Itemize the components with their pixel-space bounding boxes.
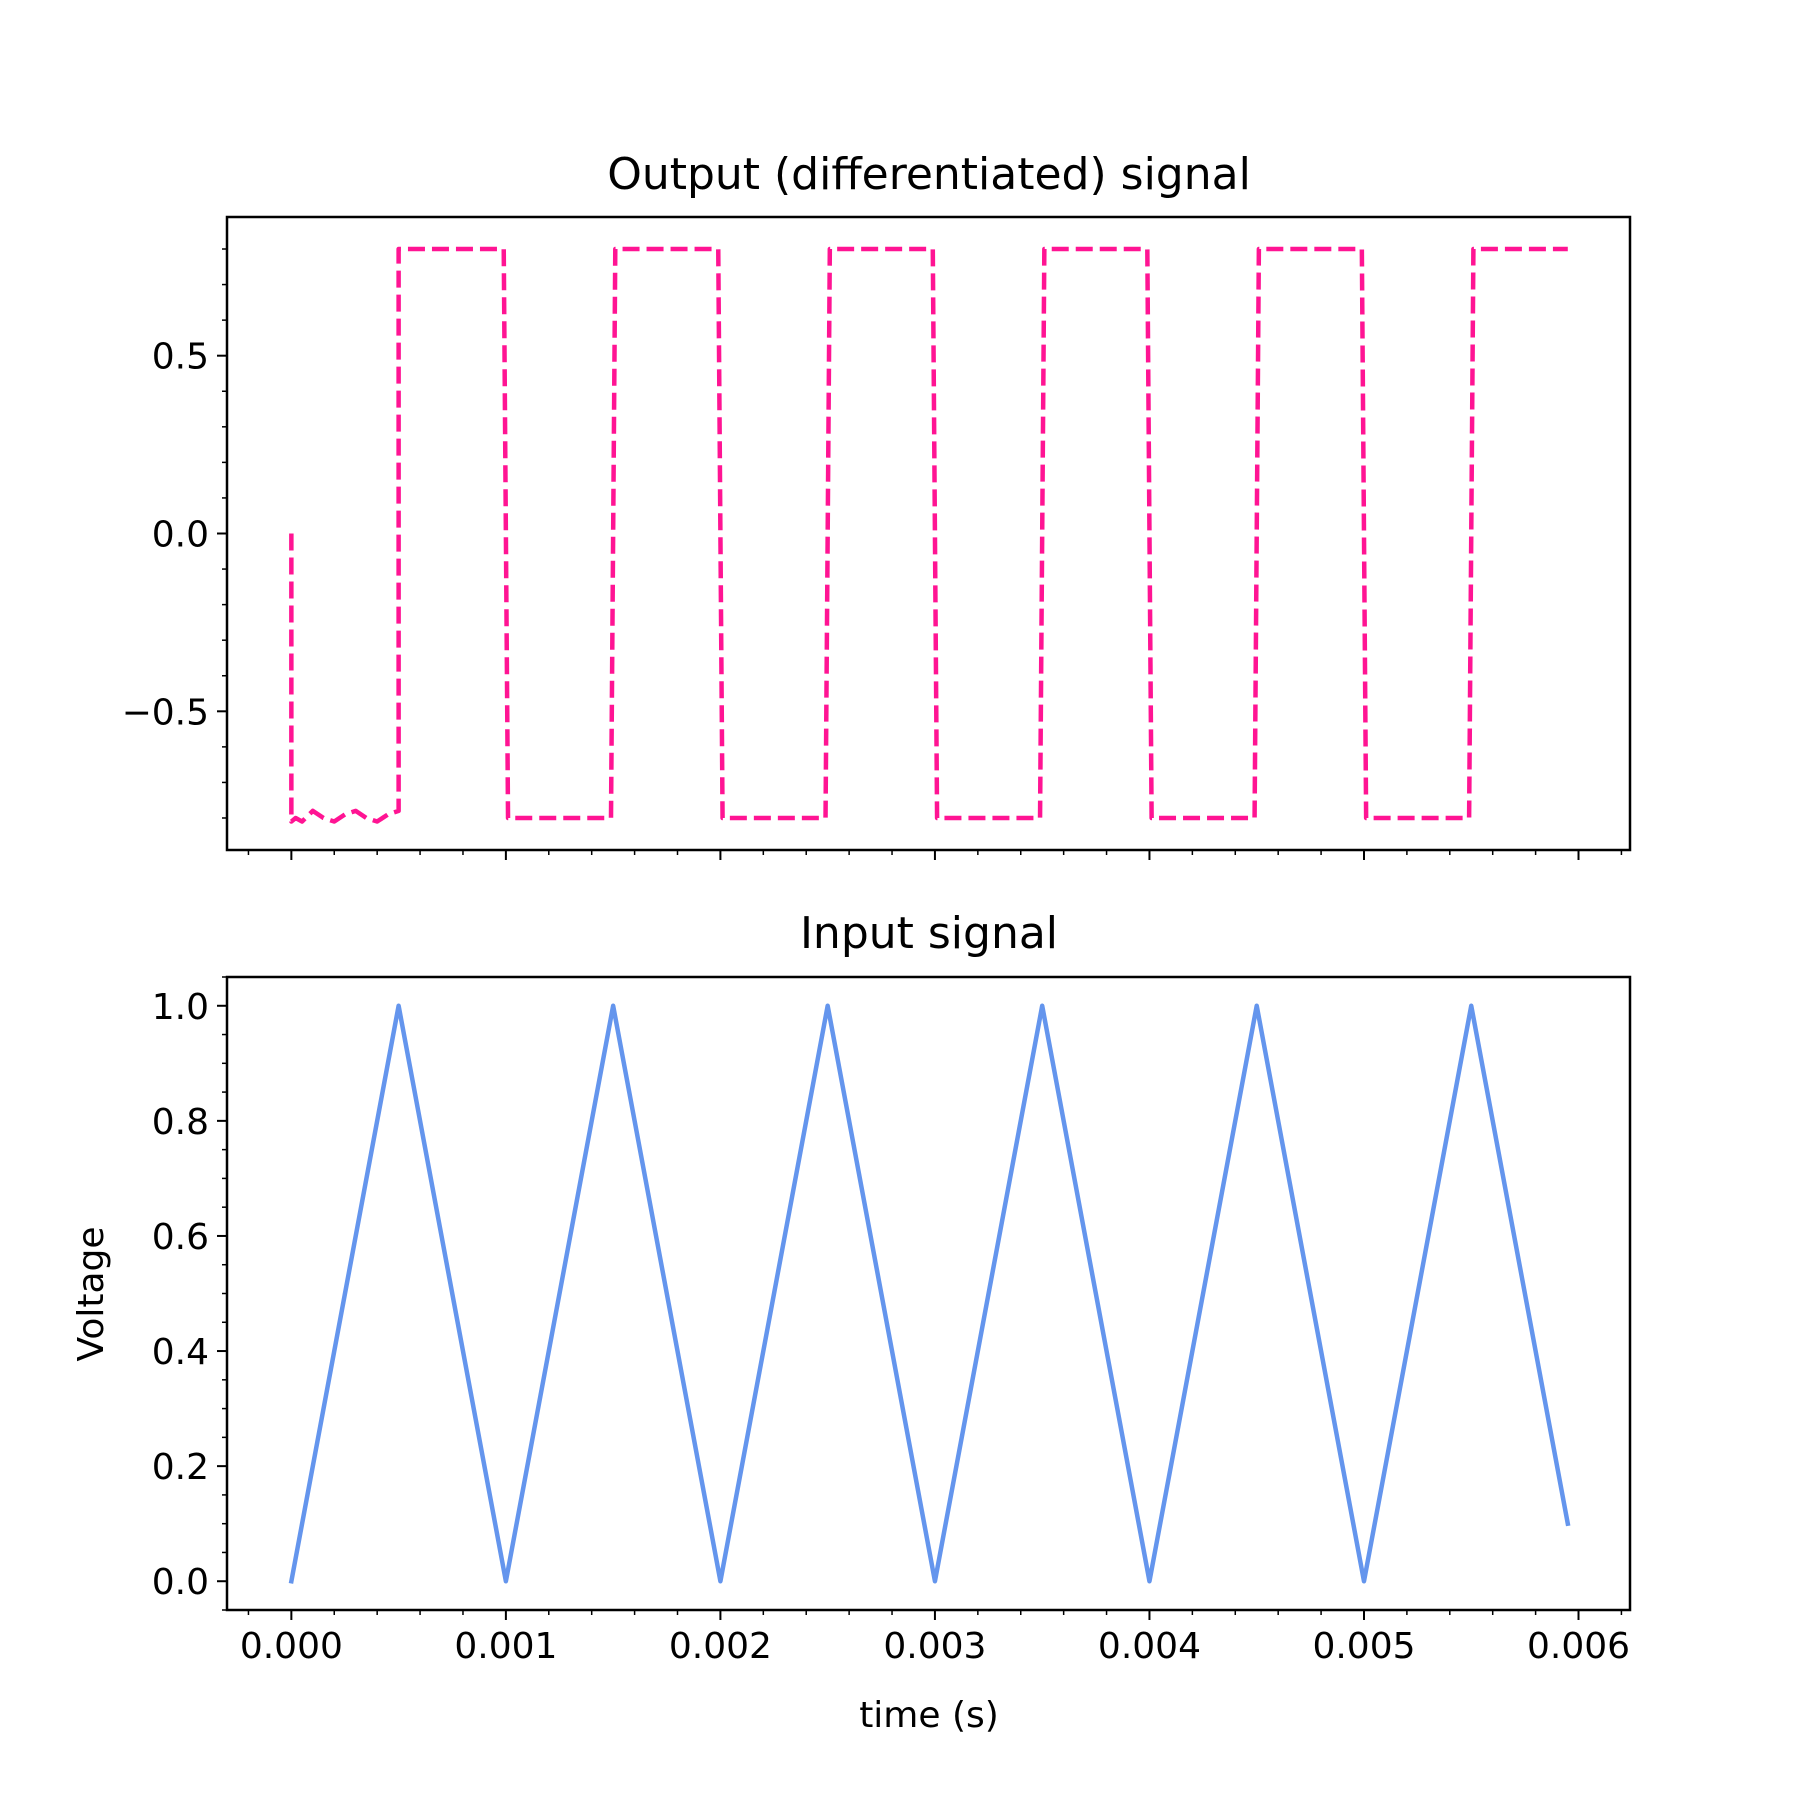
input-signal-series-line-0 (288, 1003, 1571, 1584)
output-signal-y-tick-label: −0.5 (122, 692, 209, 733)
output-signal-axes: Output (differentiated) signal 0.5 0.0 −0.… (122, 149, 1632, 860)
output-signal-marks: 0.5 0.0 −0.5 (122, 246, 1623, 860)
x-axis-label: time (s) (859, 1695, 999, 1736)
input-signal-axes: Input signal 0.0 0.2 0.4 0.6 0.8 1.0 0.000 0.00… (71, 908, 1632, 1736)
input-signal-y-tick-label: 0.4 (152, 1332, 209, 1373)
input-signal-x-tick-label: 0.006 (1527, 1626, 1630, 1667)
input-signal-y-tick-label: 0.0 (152, 1562, 209, 1603)
input-signal-y-tick-label: 0.6 (152, 1217, 209, 1258)
output-signal-y-tick-label: 0.5 (152, 337, 209, 378)
y-axis-label: Voltage (71, 1226, 112, 1361)
input-signal-frame (225, 975, 1632, 1612)
input-signal-y-tick-label: 0.2 (152, 1447, 209, 1488)
input-signal-y-tick-label: 1.0 (152, 987, 209, 1028)
output-signal-title: Output (differentiated) signal (607, 149, 1251, 200)
input-signal-x-tick-label: 0.004 (1098, 1626, 1201, 1667)
input-signal-x-tick-label: 0.001 (454, 1626, 557, 1667)
input-signal-title: Input signal (800, 908, 1058, 959)
output-signal-y-tick-label: 0.0 (152, 515, 209, 556)
output-signal-frame (225, 215, 1632, 852)
input-signal-x-tick-label: 0.005 (1312, 1626, 1415, 1667)
input-signal-x-tick-label: 0.002 (669, 1626, 772, 1667)
input-signal-x-tick-label: 0.003 (883, 1626, 986, 1667)
input-signal-y-tick-label: 0.8 (152, 1102, 209, 1143)
input-signal-x-tick-label: 0.000 (240, 1626, 343, 1667)
input-signal-marks: 0.0 0.2 0.4 0.6 0.8 1.0 0.000 0.001 0.002 0.003 0.… (152, 976, 1630, 1667)
output-signal-series-line-0 (289, 246, 1568, 824)
